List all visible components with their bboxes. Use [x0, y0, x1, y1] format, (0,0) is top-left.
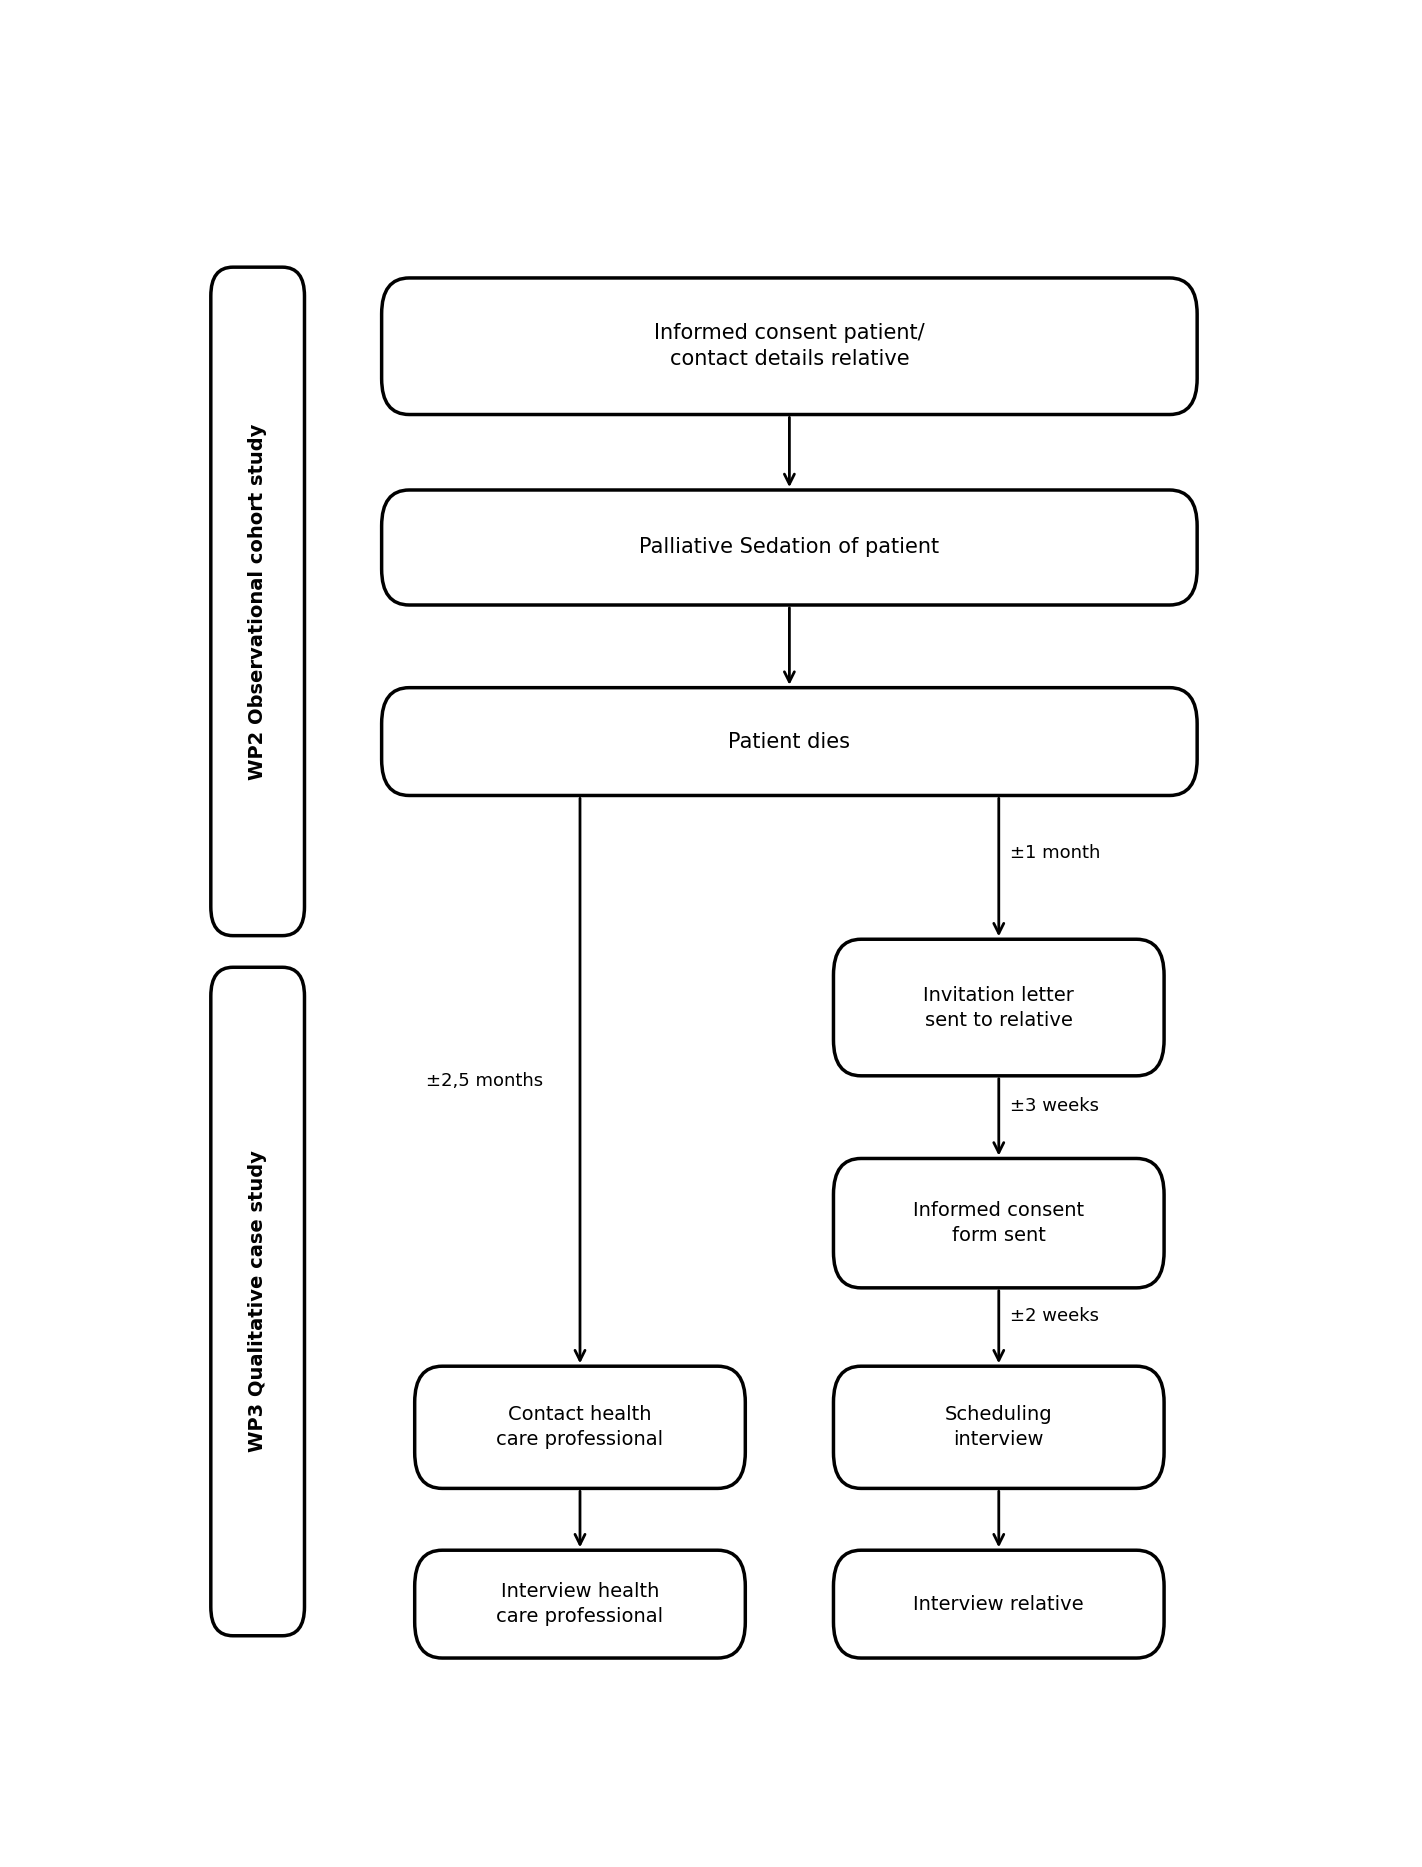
FancyBboxPatch shape — [833, 1550, 1165, 1658]
FancyBboxPatch shape — [833, 1158, 1165, 1288]
Text: ±1 month: ±1 month — [1010, 844, 1101, 863]
FancyBboxPatch shape — [210, 967, 304, 1635]
FancyBboxPatch shape — [381, 278, 1197, 414]
FancyBboxPatch shape — [381, 687, 1197, 795]
Text: WP3 Qualitative case study: WP3 Qualitative case study — [249, 1150, 267, 1453]
Text: ±3 weeks: ±3 weeks — [1010, 1096, 1099, 1115]
FancyBboxPatch shape — [833, 1367, 1165, 1488]
Text: Invitation letter
sent to relative: Invitation letter sent to relative — [923, 986, 1074, 1029]
Text: Interview relative: Interview relative — [913, 1594, 1084, 1613]
Text: Contact health
care professional: Contact health care professional — [496, 1406, 664, 1449]
FancyBboxPatch shape — [381, 489, 1197, 605]
FancyBboxPatch shape — [415, 1550, 745, 1658]
FancyBboxPatch shape — [210, 267, 304, 935]
Text: Interview health
care professional: Interview health care professional — [496, 1581, 664, 1626]
FancyBboxPatch shape — [833, 939, 1165, 1075]
Text: Informed consent patient/
contact details relative: Informed consent patient/ contact detail… — [654, 323, 924, 370]
Text: Informed consent
form sent: Informed consent form sent — [913, 1200, 1085, 1245]
Text: ±2,5 months: ±2,5 months — [425, 1072, 543, 1090]
Text: Palliative Sedation of patient: Palliative Sedation of patient — [640, 538, 940, 558]
Text: ±2 weeks: ±2 weeks — [1010, 1307, 1099, 1324]
Text: WP2 Observational cohort study: WP2 Observational cohort study — [249, 424, 267, 780]
Text: Patient dies: Patient dies — [728, 732, 850, 752]
Text: Scheduling
interview: Scheduling interview — [946, 1406, 1052, 1449]
FancyBboxPatch shape — [415, 1367, 745, 1488]
